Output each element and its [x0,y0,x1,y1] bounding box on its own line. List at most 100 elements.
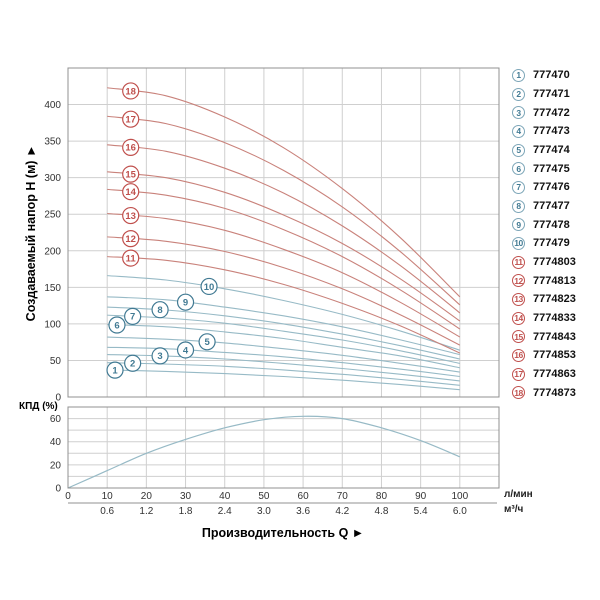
legend-product-code: 777479 [533,237,570,250]
efficiency-y-tick-label: 60 [50,414,62,425]
legend-product-code: 7774803 [533,256,576,269]
curve-label-circle-6 [108,316,126,334]
curve-7774833 [107,188,461,330]
curve-label-number-3: 3 [157,351,162,362]
x-unit-primary-label: л/мин [504,489,533,500]
curve-7774803 [107,256,461,354]
x-tick-lmin: 30 [180,491,192,502]
legend-item-777471: 2 777471 [512,85,576,104]
curve-label-circle-15 [122,165,140,183]
curve-7774813 [107,236,461,346]
efficiency-y-tick-label: 40 [50,437,62,448]
curve-label-number-16: 16 [125,143,136,154]
legend-item-777477: 8 777477 [512,197,576,216]
curve-label-number-6: 6 [114,320,119,331]
curve-label-number-2: 2 [130,359,135,370]
curve-777473 [107,346,460,378]
x-tick-m3h: 4.2 [335,506,349,517]
legend-number-badge: 9 [512,218,525,232]
legend-number-badge: 12 [512,274,525,288]
x-tick-m3h: 3.0 [257,506,271,517]
legend-item-777473: 4 777473 [512,122,576,141]
legend-product-code: 7774843 [533,330,576,343]
x-tick-lmin: 0 [65,491,71,502]
legend-product-code: 777473 [533,125,570,138]
curve-7774853 [107,144,461,314]
legend-item-7774823: 13 7774823 [512,290,576,309]
x-tick-m3h: 0.6 [100,506,114,517]
x-axis-title: Производительность Q ► [201,526,365,540]
x-tick-lmin: 20 [141,491,153,502]
curve-label-circle-3 [151,347,169,365]
legend-number-badge: 15 [512,330,525,344]
legend-number-badge: 7 [512,180,525,194]
legend-item-7774843: 15 7774843 [512,327,576,346]
x-tick-lmin: 100 [451,491,468,502]
legend: 1 777470 2 777471 3 777472 4 777473 5 777474 6 7774… [512,66,576,402]
legend-product-code: 777476 [533,181,570,194]
legend-product-code: 7774823 [533,293,576,306]
legend-item-777479: 10 777479 [512,234,576,253]
y-tick-label: 200 [44,246,61,257]
curve-label-number-15: 15 [125,169,136,180]
curve-label-circle-16 [122,138,140,156]
x-tick-lmin: 70 [337,491,349,502]
curve-label-circle-11 [122,249,140,267]
legend-product-code: 7774853 [533,349,576,362]
x-unit-secondary-label: м³/ч [504,504,524,515]
curve-777479 [107,275,460,351]
head-plot-border [67,67,500,398]
curve-label-circle-12 [122,230,140,248]
x-tick-m3h: 1.8 [179,506,193,517]
curve-label-circle-7 [124,307,142,325]
y-tick-label: 250 [44,210,61,221]
y-tick-label: 100 [44,319,61,330]
legend-number-badge: 6 [512,162,525,176]
legend-product-code: 7774813 [533,274,576,287]
curve-777476 [107,314,460,364]
curve-label-circle-10 [200,277,218,296]
curve-777478 [107,296,460,356]
curve-777471 [107,362,460,386]
curve-label-number-12: 12 [125,234,136,245]
x-tick-lmin: 10 [102,491,114,502]
curve-label-number-17: 17 [125,114,136,125]
efficiency-curve [67,415,461,489]
legend-item-777476: 7 777476 [512,178,576,197]
curve-label-circle-4 [176,341,195,359]
y-tick-label: 50 [50,356,62,367]
legend-number-badge: 18 [512,386,525,400]
curve-7774863 [107,115,461,306]
curve-label-number-13: 13 [125,211,136,222]
curve-label-circle-17 [122,110,140,128]
legend-number-badge: 3 [512,106,525,120]
legend-item-7774833: 14 7774833 [512,309,576,328]
legend-number-badge: 13 [512,292,525,306]
legend-number-badge: 2 [512,87,525,101]
curve-label-circle-8 [151,301,169,319]
curve-label-number-14: 14 [125,187,136,198]
legend-product-code: 777472 [533,106,570,119]
curve-777474 [107,336,460,373]
x-tick-lmin: 60 [298,491,310,502]
legend-product-code: 777478 [533,218,570,231]
y-tick-label: 300 [44,173,61,184]
legend-product-code: 777475 [533,162,570,175]
legend-number-badge: 4 [512,124,525,138]
y-tick-label: 350 [44,137,61,148]
legend-item-7774863: 17 7774863 [512,365,576,384]
curve-7774823 [107,212,461,338]
curve-label-number-9: 9 [183,297,188,308]
curve-label-circle-14 [122,183,140,201]
x-tick-m3h: 5.4 [414,506,428,517]
head-chart: 0501001502002503003504001234567891011121… [44,67,500,404]
legend-item-7774873: 18 7774873 [512,383,576,402]
y-tick-label: 400 [44,100,61,111]
efficiency-chart: 0 20 40 60 [50,406,500,495]
legend-item-777470: 1 777470 [512,66,576,85]
curve-label-circle-9 [176,293,195,311]
legend-item-7774853: 16 7774853 [512,346,576,365]
legend-item-777475: 6 777475 [512,159,576,178]
